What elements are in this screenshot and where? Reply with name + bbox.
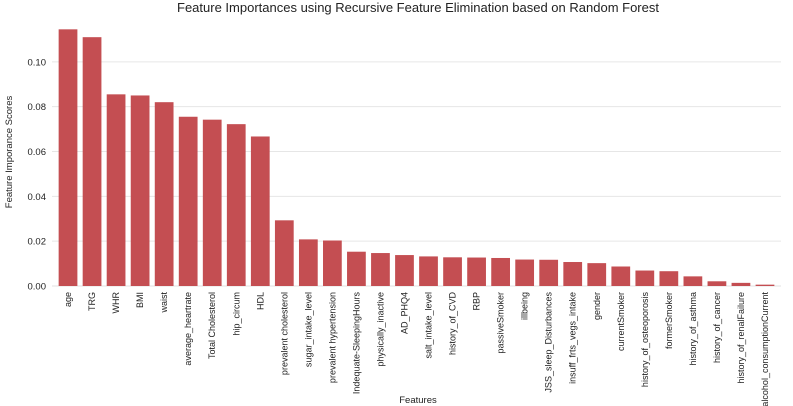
x-tick-label: AD_PHQ4 xyxy=(399,292,409,334)
bar xyxy=(226,124,246,286)
bar xyxy=(106,94,126,287)
bar xyxy=(659,271,679,286)
bar xyxy=(178,116,198,286)
x-tick-label: gender xyxy=(592,292,602,320)
x-tick-label: hip_circum xyxy=(231,292,241,336)
x-tick-label: age xyxy=(63,292,73,307)
y-tick-label: 0.08 xyxy=(28,102,47,113)
x-axis-label: Features xyxy=(399,395,437,406)
x-tick-label: currentSmoker xyxy=(616,292,626,351)
bar xyxy=(611,266,631,286)
x-tick-label: TRG xyxy=(87,292,97,311)
x-tick-label: Total Cholesterol xyxy=(207,292,217,359)
x-tick-label: history_of_asthma xyxy=(688,292,698,366)
x-tick-label: prevalent hypertension xyxy=(327,292,337,383)
x-tick-label: physically_inactive xyxy=(375,292,385,367)
x-tick-label: BMI xyxy=(135,292,145,308)
x-tick-label: history_of_cancer xyxy=(712,292,722,363)
y-tick-label: 0.02 xyxy=(28,237,47,248)
bar xyxy=(443,257,462,286)
bar xyxy=(250,136,270,286)
bar xyxy=(395,255,414,286)
x-tick-label: WHR xyxy=(111,292,121,314)
bar xyxy=(515,259,535,286)
bar xyxy=(130,95,150,286)
x-tick-label: prevalent cholesterol xyxy=(279,292,289,375)
bar xyxy=(491,257,510,286)
bars xyxy=(58,29,775,287)
x-tick-label: Indequate-SleepingHours xyxy=(351,292,361,395)
x-tick-label: formerSmoker xyxy=(664,292,674,349)
x-tick-label: HDL xyxy=(255,292,265,310)
x-tick-label: history_of_renalFailure xyxy=(736,292,746,384)
bar xyxy=(539,259,559,286)
y-tick-label: 0.06 xyxy=(28,147,47,158)
bar xyxy=(347,251,366,286)
bar xyxy=(467,257,486,286)
x-tick-label: history_of_CVD xyxy=(448,292,458,356)
x-tick-label: illbeing xyxy=(520,292,530,320)
bar xyxy=(587,263,607,286)
x-tick-label: RBP xyxy=(472,292,482,311)
bar xyxy=(731,282,751,286)
x-tick-label: passiveSmoker xyxy=(496,292,506,354)
bar xyxy=(635,270,655,286)
bar xyxy=(202,119,222,286)
y-tick-label: 0.00 xyxy=(28,282,47,293)
bar xyxy=(298,239,318,286)
y-axis-ticks: 0.00 0.02 0.04 0.06 0.08 0.10 xyxy=(28,57,47,292)
bar xyxy=(683,276,703,286)
bar xyxy=(371,253,390,286)
y-tick-label: 0.04 xyxy=(28,192,47,203)
bar xyxy=(419,256,438,286)
x-tick-label: alcohol_consumptionCurrent xyxy=(760,292,770,406)
x-tick-label: history_of_osteoporosis xyxy=(640,292,650,388)
bar xyxy=(58,29,78,287)
bar xyxy=(707,281,727,286)
bar xyxy=(82,37,102,286)
x-tick-label: insuff_frts_vegs_intake xyxy=(568,292,578,384)
y-axis-label: Feature Imporance Scores xyxy=(4,96,15,209)
x-tick-label: sugar_intake_level xyxy=(303,292,313,367)
x-tick-label: average_heartrate xyxy=(183,292,193,366)
bar xyxy=(755,284,775,286)
bar xyxy=(563,262,583,286)
x-tick-label: JSS_sleep_Disturbances xyxy=(544,292,554,393)
bar xyxy=(274,220,294,286)
chart-title: Feature Importances using Recursive Feat… xyxy=(177,0,659,15)
bar xyxy=(323,240,342,286)
bar xyxy=(154,102,174,286)
x-tick-label: waist xyxy=(159,292,169,314)
y-tick-label: 0.10 xyxy=(28,57,47,68)
x-axis-ticks: age TRG WHR BMI waist average_heartrate Total … xyxy=(63,292,770,406)
x-tick-label: salt_intake_level xyxy=(424,292,434,359)
